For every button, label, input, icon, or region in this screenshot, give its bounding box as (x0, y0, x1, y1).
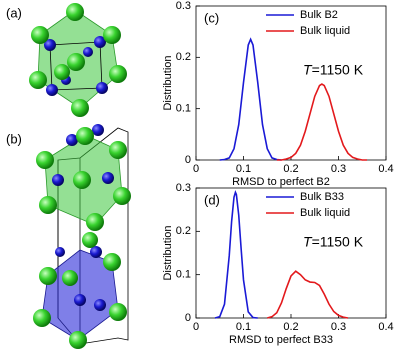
plot-frame (195, 5, 387, 161)
annotation-var: T (303, 61, 313, 77)
annotation-text: =1150 K (312, 233, 364, 249)
structure-a (29, 3, 127, 117)
structure-b (33, 124, 131, 349)
panel-label: (c) (204, 10, 219, 25)
legend-label: Bulk liquid (300, 25, 350, 37)
x-axis-label: RMSD to perfect B33 (229, 334, 333, 346)
series-line (276, 83, 367, 161)
panel-label: (a) (6, 5, 22, 20)
x-tick-label: 0.3 (331, 321, 346, 333)
series-line (267, 270, 349, 319)
series-line (219, 37, 282, 161)
x-tick-label: 0.1 (236, 321, 251, 333)
annotation: T=1150 K (303, 61, 364, 77)
y-tick-label: 0.1 (176, 103, 191, 115)
x-tick-label: 0.1 (236, 163, 251, 175)
y-tick-label: 0.1 (176, 269, 191, 281)
legend-label: Bulk B33 (300, 191, 344, 203)
x-tick-label: 0.4 (378, 163, 393, 175)
x-tick-label: 0.4 (378, 321, 393, 333)
legend-label: Bulk B2 (300, 9, 338, 21)
series-line (214, 190, 258, 319)
x-tick-label: 0 (193, 321, 199, 333)
legend-label: Bulk liquid (300, 207, 350, 219)
y-axis-label: Distribution (162, 55, 174, 110)
y-tick-label: 0.2 (176, 51, 191, 63)
annotation-text: =1150 K (312, 61, 364, 77)
y-tick-label: 0 (185, 312, 191, 324)
annotation: T=1150 K (303, 233, 364, 249)
x-tick-label: 0.3 (331, 163, 346, 175)
y-axis-label: Distribution (162, 225, 174, 280)
x-tick-label: 0 (193, 163, 199, 175)
x-axis-label: RMSD to perfect B2 (232, 176, 330, 188)
y-tick-label: 0.2 (176, 225, 191, 237)
y-tick-label: 0.3 (176, 182, 191, 194)
y-tick-label: 0.3 (176, 0, 191, 12)
x-tick-label: 0.2 (283, 163, 298, 175)
panel-label: (d) (204, 192, 220, 207)
annotation-var: T (303, 233, 313, 249)
panel-label: (b) (6, 131, 22, 146)
x-tick-label: 0.2 (283, 321, 298, 333)
y-tick-label: 0 (185, 154, 191, 166)
